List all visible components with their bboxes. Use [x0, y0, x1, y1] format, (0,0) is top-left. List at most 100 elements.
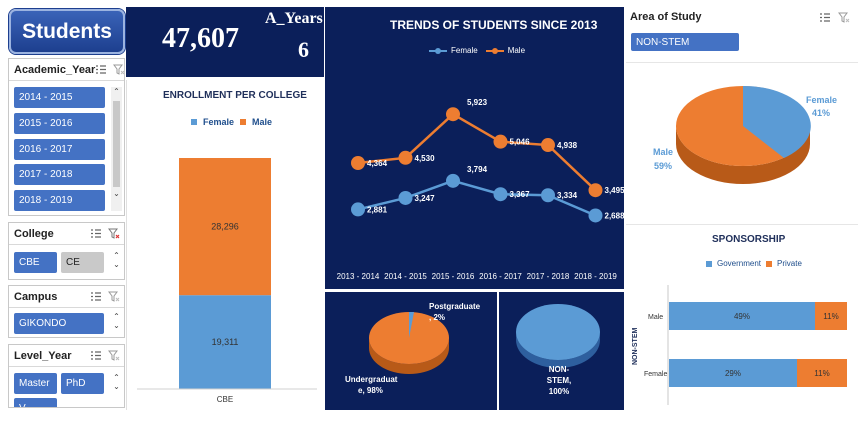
- bar-label-female-cbe: 19,311: [212, 337, 239, 347]
- legend-swatch-private: [766, 260, 773, 267]
- data-label-male-1: 4,530: [415, 154, 436, 163]
- point-female-5: [588, 208, 603, 223]
- multi-select-icon[interactable]: [90, 228, 102, 239]
- legend-line-male-icon: [485, 47, 504, 54]
- bar-label-male-cbe: 28,296: [211, 222, 239, 232]
- area-of-study-slicer-title: Area of Study: [630, 11, 702, 23]
- scroll-down-icon[interactable]: ⌄: [113, 189, 120, 198]
- level-year-slicer-title: Level_Year: [14, 349, 72, 362]
- multi-select-icon[interactable]: [819, 12, 831, 23]
- scroll-thumb[interactable]: [113, 101, 120, 187]
- y-tick-male: Male: [648, 314, 663, 321]
- legend-swatch-female: [191, 119, 197, 125]
- data-label-female-3: 3,367: [510, 190, 531, 199]
- scroll-up-icon[interactable]: ⌃: [113, 312, 120, 321]
- scroll-down-icon[interactable]: ⌄: [113, 382, 120, 391]
- scroll-up-icon[interactable]: ⌃: [113, 251, 120, 260]
- trends-chart: TRENDS OF STUDENTS SINCE 2013 Female Mal…: [325, 7, 624, 289]
- data-label-female-4: 3,334: [557, 191, 578, 200]
- slicer-item-2018-2019[interactable]: 2018 - 2019: [14, 190, 105, 211]
- bar-female-cbe: [179, 295, 271, 389]
- gender-pie-chart: Female 41% Male 59%: [626, 62, 858, 222]
- x-tick-0: 2013 - 2014: [337, 272, 380, 281]
- pie-label-female: Female: [806, 95, 837, 105]
- point-male-2: [446, 107, 460, 122]
- enrollment-chart: ENROLLMENT PER COLLEGE Female Male 28,29…: [126, 80, 322, 410]
- students-title: Students: [22, 19, 112, 43]
- legend-line-female-icon: [429, 47, 447, 54]
- scroll-down-icon[interactable]: ⌄: [113, 260, 120, 269]
- slicer-item-non-stem[interactable]: NON-STEM: [631, 33, 739, 51]
- slicer-item-2017-2018[interactable]: 2017 - 2018: [14, 164, 105, 185]
- slicer-item-phd[interactable]: PhD: [61, 373, 104, 394]
- x-tick-2: 2015 - 2016: [432, 272, 475, 281]
- scroll-down-icon[interactable]: ⌄: [113, 321, 120, 330]
- slicer-item-2014-2015[interactable]: 2014 - 2015: [14, 87, 105, 108]
- slicer-item-gikondo[interactable]: GIKONDO: [14, 313, 104, 334]
- legend-swatch-government: [706, 260, 712, 267]
- area-of-study-slicer: Area of Study NON-STEM: [626, 7, 858, 59]
- multi-select-icon[interactable]: [90, 350, 102, 361]
- line-male: [357, 112, 597, 192]
- slicer-item-2015-2016[interactable]: 2015 - 2016: [14, 113, 105, 134]
- scroll-up-icon[interactable]: ⌃: [113, 373, 120, 382]
- pie-label-male: Male: [653, 147, 673, 157]
- level-year-slicer: Level_Year Master PhD V... ⌃ ⌄: [8, 344, 125, 408]
- campus-slicer-title: Campus: [14, 290, 58, 303]
- sponsorship-chart-title: SPONSORSHIP: [712, 234, 786, 245]
- bar-government-female: [669, 359, 797, 387]
- clear-filter-icon[interactable]: [108, 291, 120, 302]
- legend-label-male: Male: [252, 117, 273, 127]
- y-tick-female: Female: [644, 371, 667, 378]
- slicer-item-ce[interactable]: CE: [61, 252, 104, 273]
- data-label-female-2: 3,794: [467, 165, 488, 174]
- legend-label-female: Female: [451, 46, 478, 55]
- slicer-item-v[interactable]: V...: [14, 398, 57, 407]
- slicer-item-cbe[interactable]: CBE: [14, 252, 57, 273]
- slicer-scrollbar[interactable]: ⌃ ⌄: [111, 87, 122, 211]
- x-tick-3: 2016 - 2017: [479, 272, 522, 281]
- sponsorship-chart: SPONSORSHIP Government Private NON-STEM …: [626, 224, 858, 410]
- pie-slice-female: [743, 85, 811, 158]
- point-female-4: [541, 188, 555, 203]
- pie-label-undergraduate-2: e, 98%: [358, 386, 383, 395]
- x-tick-5: 2018 - 2019: [574, 272, 617, 281]
- legend-label-male: Male: [507, 46, 526, 55]
- clear-filter-icon[interactable]: [108, 228, 120, 239]
- point-female-3: [493, 187, 508, 202]
- clear-filter-icon[interactable]: [113, 64, 125, 75]
- trends-legend: Female Male: [429, 46, 525, 55]
- scroll-up-icon[interactable]: ⌃: [113, 87, 120, 96]
- pie-male-side: [676, 126, 810, 184]
- point-female-1: [398, 190, 413, 205]
- multi-select-icon[interactable]: [95, 64, 107, 75]
- slicer-scrollbar[interactable]: ⌃ ⌄: [111, 251, 122, 275]
- pie-label-male-pct: 59%: [654, 161, 672, 171]
- legend-label-government: Government: [717, 259, 762, 268]
- bar-label-government-female: 29%: [725, 369, 741, 378]
- multi-select-icon[interactable]: [90, 291, 102, 302]
- point-male-1: [398, 150, 413, 165]
- stem-pie-chart: NON- STEM, 100%: [499, 292, 624, 410]
- academic-year-slicer: Academic_Year 2014 - 2015 2015 - 2016 20…: [8, 58, 125, 216]
- enrollment-chart-title: ENROLLMENT PER COLLEGE: [163, 90, 307, 101]
- clear-filter-icon[interactable]: [108, 350, 120, 361]
- kpi-panel: 47,607 A_Years 6: [126, 7, 324, 77]
- data-label-female-0: 2,881: [367, 205, 388, 214]
- slicer-item-2016-2017[interactable]: 2016 - 2017: [14, 139, 105, 160]
- slicer-scrollbar[interactable]: ⌃ ⌄: [111, 312, 122, 336]
- legend-swatch-male: [240, 119, 247, 125]
- x-tick-1: 2014 - 2015: [384, 272, 427, 281]
- bar-label-government-male: 49%: [734, 312, 750, 321]
- slicer-item-master[interactable]: Master: [14, 373, 57, 394]
- bar-private-female: [797, 359, 847, 387]
- pie-slice-nonstem: [516, 304, 600, 360]
- pie-undergraduate-side: [369, 338, 449, 374]
- pie-label-nonstem-2: STEM,: [547, 376, 571, 385]
- pie-label-postgraduate-1: Postgraduate: [429, 302, 481, 311]
- clear-filter-icon[interactable]: [838, 12, 850, 23]
- students-title-button: Students: [9, 9, 125, 54]
- bar-label-private-male: 11%: [823, 312, 838, 321]
- slicer-scrollbar[interactable]: ⌃ ⌄: [111, 373, 122, 403]
- pie-label-undergraduate-1: Undergraduat: [345, 375, 398, 384]
